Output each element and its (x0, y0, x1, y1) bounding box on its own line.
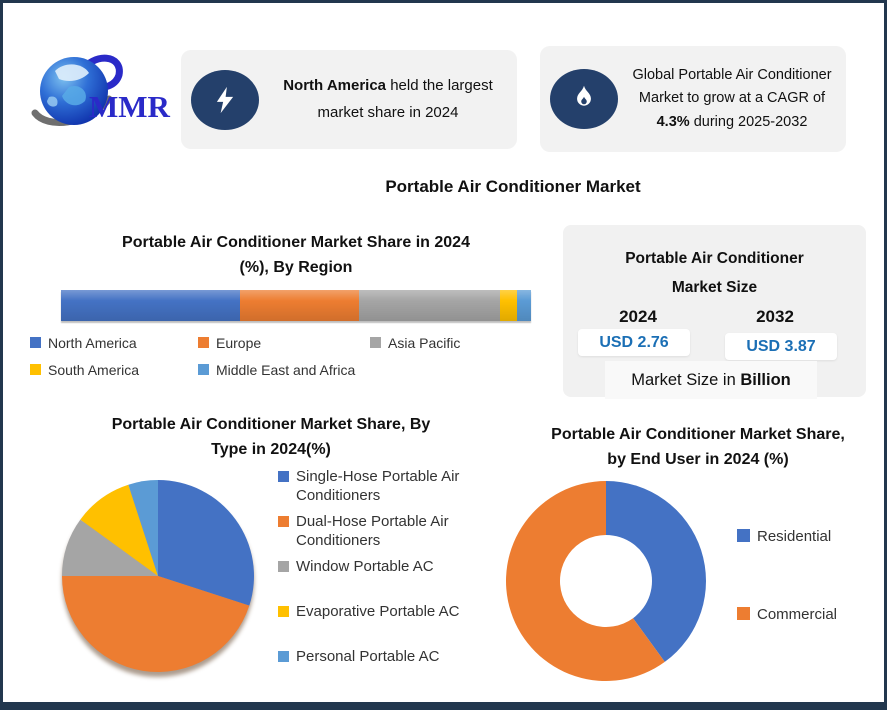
market-size-unit: Market Size in Billion (605, 361, 817, 399)
legend-item: Residential (737, 527, 837, 547)
legend-label: Window Portable AC (296, 558, 434, 575)
region-stacked-bar (61, 290, 531, 321)
type-pie-chart (62, 480, 254, 672)
legend-color-swatch (370, 337, 381, 348)
pie-slice-2 (62, 519, 158, 576)
bar-segment-1 (239, 290, 360, 321)
highlight-text-cagr: Global Portable Air Conditioner Market t… (632, 67, 832, 130)
market-size-title: Portable Air Conditioner Market Size (625, 250, 804, 296)
highlight-card-cagr: Global Portable Air Conditioner Market t… (540, 46, 846, 152)
region-legend: North America Europe Asia Pacific South Ame… (30, 334, 535, 379)
legend-color-swatch (30, 337, 41, 348)
legend-color-swatch (30, 364, 41, 376)
logo-text: MMR (89, 89, 171, 124)
enduser-chart-title: Portable Air Conditioner Market Share, b… (551, 426, 845, 468)
pie-slice-0 (158, 480, 254, 606)
logo-continent (55, 64, 89, 81)
enduser-legend: Residential Commercial (737, 527, 837, 682)
bar-segment-3 (500, 290, 518, 321)
legend-item: Europe (198, 334, 370, 352)
bar-segment-0 (61, 290, 240, 321)
market-size-year-2024: 2024 (619, 307, 657, 326)
legend-item: Asia Pacific (370, 334, 535, 352)
legend-color-swatch (198, 337, 209, 348)
legend-color-swatch (737, 606, 750, 620)
pie-slice-0 (606, 481, 706, 662)
type-legend: Single-Hose Portable Air Conditioners Dua… (278, 468, 498, 693)
pie-slice-3 (80, 484, 158, 576)
legend-label: Dual-Hose Portable Air Conditioners (296, 513, 449, 549)
legend-color-swatch (278, 516, 289, 527)
market-size-value-2024: USD 2.76 (578, 329, 690, 356)
legend-label: Single-Hose Portable Air Conditioners (296, 468, 460, 504)
legend-item: North America (30, 334, 198, 352)
legend-label: North America (48, 335, 137, 351)
legend-item: Commercial (737, 605, 837, 625)
legend-color-swatch (278, 471, 289, 482)
legend-color-swatch (278, 561, 289, 572)
lightning-icon (191, 69, 259, 130)
highlight-text-region: North America held the largest market sh… (283, 77, 493, 121)
legend-item: Window Portable AC (278, 558, 498, 603)
pie-slice-1 (506, 481, 665, 681)
legend-label: Evaporative Portable AC (296, 603, 460, 620)
region-chart-title: Portable Air Conditioner Market Share in… (122, 234, 470, 276)
legend-item: South America (30, 361, 198, 379)
legend-label: Europe (216, 335, 262, 351)
legend-item: Evaporative Portable AC (278, 603, 498, 648)
pie-slice-1 (62, 576, 250, 672)
market-size-panel: Portable Air Conditioner Market Size 202… (563, 225, 866, 399)
legend-label: Middle East and Africa (216, 362, 356, 379)
bar-segment-2 (359, 290, 501, 321)
legend-item: Dual-Hose Portable Air Conditioners (278, 513, 498, 558)
legend-color-swatch (198, 364, 209, 376)
legend-color-swatch (278, 651, 289, 662)
legend-color-swatch (278, 606, 289, 617)
flame-icon (550, 69, 618, 129)
legend-label: Commercial (757, 605, 838, 623)
logo-continent (62, 85, 86, 106)
logo-continent (47, 96, 58, 107)
pie-slice-4 (128, 480, 158, 576)
legend-item: Personal Portable AC (278, 648, 498, 693)
legend-label: Residential (757, 528, 832, 545)
legend-label: Asia Pacific (388, 335, 461, 351)
legend-item: Single-Hose Portable Air Conditioners (278, 468, 498, 513)
enduser-donut-chart (506, 481, 706, 681)
legend-label: South America (48, 362, 140, 379)
mmr-logo: MMR (31, 54, 171, 126)
market-size-value-2032: USD 3.87 (725, 333, 837, 360)
legend-label: Personal Portable AC (296, 648, 440, 665)
legend-color-swatch (737, 529, 750, 542)
bar-segment-4 (516, 290, 531, 321)
market-size-year-2032: 2032 (756, 307, 794, 326)
highlight-card-region: North America held the largest market sh… (181, 50, 517, 149)
page-title: Portable Air Conditioner Market (385, 177, 641, 196)
type-chart-title: Portable Air Conditioner Market Share, B… (111, 416, 431, 458)
legend-item: Middle East and Africa (198, 361, 370, 379)
